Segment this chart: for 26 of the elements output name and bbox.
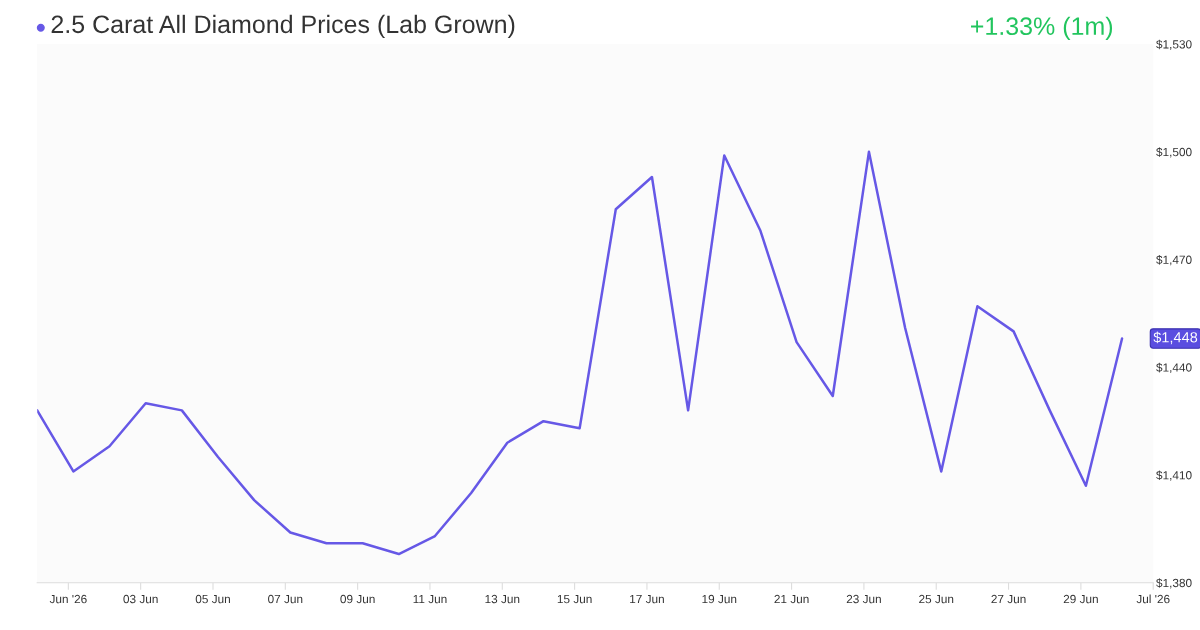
x-tick-label: 09 Jun (340, 594, 375, 604)
y-tick-label: $1,500 (1156, 147, 1192, 158)
y-tick-label: $1,470 (1156, 255, 1192, 266)
x-tick-label: 29 Jun (1063, 594, 1098, 604)
x-tick-label: 07 Jun (268, 594, 303, 604)
x-tick-label: 11 Jun (413, 594, 447, 604)
line-series (37, 150, 1124, 556)
x-tick-label: 15 Jun (557, 594, 592, 604)
x-tick-label: 13 Jun (485, 594, 520, 604)
x-tick-label: Jun '26 (49, 594, 87, 604)
annotation: $1,448 (1153, 331, 1198, 345)
x-tick-label: 03 Jun (123, 594, 158, 604)
x-tick-label: 05 Jun (195, 594, 230, 604)
x-tick-label: Jul '26 (1136, 594, 1170, 604)
x-tick-label: 19 Jun (702, 594, 737, 604)
x-tick-label: 21 Jun (774, 594, 809, 604)
y-tick-label: $1,440 (1156, 362, 1192, 374)
x-tick-label: 17 Jun (630, 594, 664, 604)
x-tick-label: 27 Jun (991, 594, 1026, 604)
x-tick-label: 23 Jun (846, 594, 881, 604)
chart-title: 2.5 Carat All Diamond Prices (Lab Grown) (51, 14, 515, 39)
y-tick-label: $1,380 (1156, 578, 1192, 589)
x-tick-label: 25 Jun (919, 594, 954, 604)
text: +1.33% (1m) (971, 16, 1113, 40)
y-tick-label: $1,410 (1156, 470, 1192, 481)
y-tick-label: $1,530 (1156, 39, 1192, 50)
